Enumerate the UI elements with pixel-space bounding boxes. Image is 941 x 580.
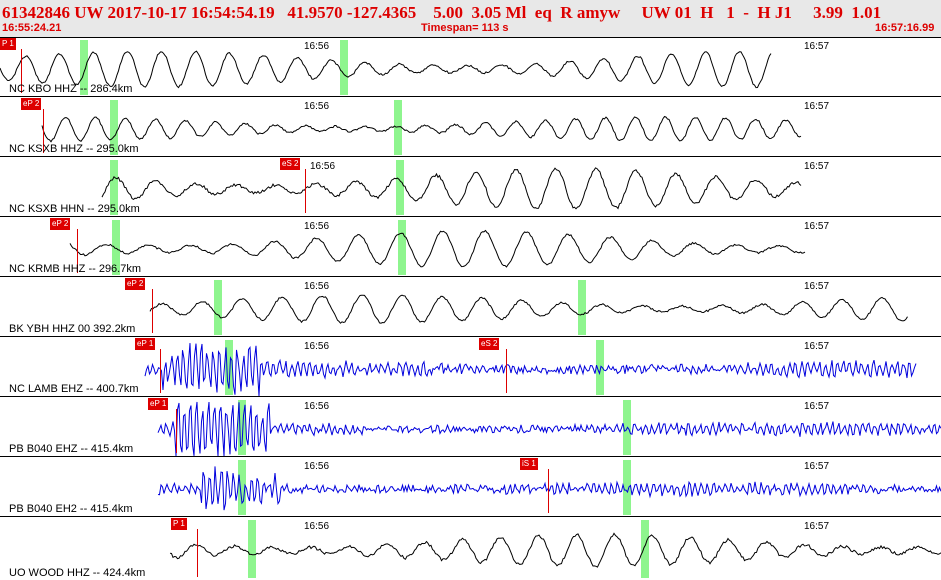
time-mark: 16:56 bbox=[304, 461, 330, 472]
time-mark: 16:57 bbox=[804, 221, 830, 232]
pick-marker[interactable]: eS 2 bbox=[479, 338, 500, 350]
window-marker bbox=[214, 280, 222, 335]
time-mark: 16:56 bbox=[304, 101, 330, 112]
waveform bbox=[0, 50, 772, 89]
pick-line bbox=[21, 49, 22, 93]
start-time: 16:55:24.21 bbox=[2, 22, 62, 34]
pick-marker[interactable]: P 1 bbox=[171, 518, 187, 530]
window-marker bbox=[623, 460, 631, 515]
waveform bbox=[157, 466, 941, 511]
station-label: BK YBH HHZ 00 392.2km bbox=[9, 323, 136, 335]
waveform bbox=[144, 343, 917, 397]
time-mark: 16:57 bbox=[804, 281, 830, 292]
window-marker bbox=[112, 220, 120, 275]
window-marker bbox=[248, 520, 256, 578]
end-time: 16:57:16.99 bbox=[875, 22, 935, 34]
pick-line bbox=[305, 169, 306, 213]
pick-marker[interactable]: eP 1 bbox=[148, 398, 169, 410]
waveform bbox=[41, 115, 802, 143]
time-mark: 16:57 bbox=[804, 521, 830, 532]
pick-line bbox=[77, 229, 78, 273]
window-marker bbox=[80, 40, 88, 95]
waveform bbox=[149, 294, 908, 324]
window-marker bbox=[238, 460, 246, 515]
time-mark: 16:57 bbox=[804, 41, 830, 52]
trace-row[interactable]: eS 2 16:56 16:57 NC KSXB HHN -- 295.0km bbox=[0, 157, 941, 217]
pick-marker[interactable]: P 1 bbox=[0, 38, 16, 50]
window-marker bbox=[225, 340, 233, 395]
event-header: 61342846 UW 2017-10-17 16:54:54.19 41.95… bbox=[0, 0, 941, 38]
window-marker bbox=[596, 340, 604, 395]
waveform bbox=[169, 532, 941, 568]
trace-row[interactable]: iS 1 16:56 16:57 PB B040 EH2 -- 415.4km bbox=[0, 457, 941, 517]
window-marker bbox=[340, 40, 348, 95]
pick-marker[interactable]: eP 2 bbox=[125, 278, 146, 290]
window-marker bbox=[238, 400, 246, 455]
station-label: NC KRMB HHZ -- 296.7km bbox=[9, 263, 142, 275]
time-mark: 16:56 bbox=[304, 401, 330, 412]
trace-row[interactable]: eP 2 16:56 16:57 BK YBH HHZ 00 392.2km bbox=[0, 277, 941, 337]
window-marker bbox=[394, 100, 402, 155]
time-mark: 16:56 bbox=[304, 281, 330, 292]
window-marker bbox=[641, 520, 649, 578]
station-label: NC KSXB HHZ -- 295.0km bbox=[9, 143, 139, 155]
time-mark: 16:56 bbox=[304, 221, 330, 232]
window-marker bbox=[110, 160, 118, 215]
pick-line bbox=[152, 289, 153, 333]
time-mark: 16:57 bbox=[804, 461, 830, 472]
pick-line bbox=[197, 529, 198, 577]
window-marker bbox=[110, 100, 118, 155]
pick-line bbox=[176, 409, 177, 453]
time-mark: 16:57 bbox=[804, 341, 830, 352]
trace-row[interactable]: P 1 16:56 16:57 NC KBO HHZ -- 286.4km bbox=[0, 37, 941, 97]
timespan: Timespan= 113 s bbox=[421, 22, 509, 34]
trace-panel[interactable]: P 1 16:56 16:57 NC KBO HHZ -- 286.4km eP… bbox=[0, 37, 941, 580]
pick-marker[interactable]: iS 1 bbox=[520, 458, 538, 470]
pick-line bbox=[506, 349, 507, 393]
pick-marker[interactable]: eP 2 bbox=[21, 98, 42, 110]
waveform bbox=[157, 401, 941, 457]
time-mark: 16:57 bbox=[804, 401, 830, 412]
station-label: UO WOOD HHZ -- 424.4km bbox=[9, 567, 146, 579]
pick-line bbox=[160, 349, 161, 393]
time-mark: 16:56 bbox=[304, 521, 330, 532]
trace-row[interactable]: eP 2 16:56 16:57 NC KRMB HHZ -- 296.7km bbox=[0, 217, 941, 277]
station-label: NC KSXB HHN -- 295.0km bbox=[9, 203, 140, 215]
pick-marker[interactable]: eS 2 bbox=[280, 158, 301, 170]
trace-row[interactable]: P 1 16:56 16:57 UO WOOD HHZ -- 424.4km bbox=[0, 517, 941, 580]
station-label: NC KBO HHZ -- 286.4km bbox=[9, 83, 133, 95]
time-mark: 16:56 bbox=[304, 41, 330, 52]
pick-line bbox=[548, 469, 549, 513]
station-label: PB B040 EHZ -- 415.4km bbox=[9, 443, 134, 455]
time-mark: 16:56 bbox=[310, 161, 336, 172]
waveform bbox=[101, 167, 802, 210]
pick-marker[interactable]: eP 1 bbox=[135, 338, 156, 350]
window-marker bbox=[578, 280, 586, 335]
trace-row[interactable]: eP 1 eS 2 16:56 16:57 NC LAMB EHZ -- 400… bbox=[0, 337, 941, 397]
trace-row[interactable]: eP 2 16:56 16:57 NC KSXB HHZ -- 295.0km bbox=[0, 97, 941, 157]
waveform bbox=[69, 229, 806, 268]
pick-line bbox=[43, 109, 44, 153]
time-mark: 16:56 bbox=[304, 341, 330, 352]
window-marker bbox=[398, 220, 406, 275]
station-label: PB B040 EH2 -- 415.4km bbox=[9, 503, 133, 515]
time-mark: 16:57 bbox=[804, 161, 830, 172]
trace-row[interactable]: eP 1 16:56 16:57 PB B040 EHZ -- 415.4km bbox=[0, 397, 941, 457]
event-summary: 61342846 UW 2017-10-17 16:54:54.19 41.95… bbox=[2, 3, 882, 22]
station-label: NC LAMB EHZ -- 400.7km bbox=[9, 383, 139, 395]
time-mark: 16:57 bbox=[804, 101, 830, 112]
pick-marker[interactable]: eP 2 bbox=[50, 218, 71, 230]
window-marker bbox=[396, 160, 404, 215]
